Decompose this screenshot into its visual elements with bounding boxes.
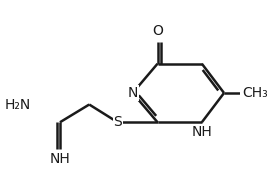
Text: N: N (128, 86, 138, 100)
Text: NH: NH (191, 125, 212, 139)
Text: S: S (113, 115, 122, 129)
Text: H₂N: H₂N (5, 98, 31, 112)
Text: O: O (152, 24, 163, 38)
Text: CH₃: CH₃ (242, 86, 267, 100)
Text: NH: NH (50, 152, 70, 165)
